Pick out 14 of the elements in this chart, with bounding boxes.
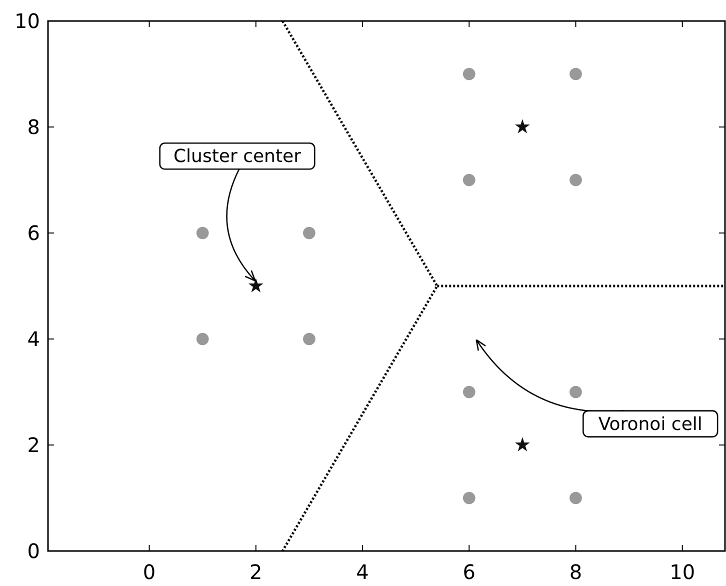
x-tick-label: 2	[250, 560, 262, 584]
x-tick-label: 4	[356, 560, 369, 584]
y-tick-label: 2	[27, 433, 40, 457]
x-tick-label: 8	[569, 560, 582, 584]
y-tick-label: 0	[27, 539, 40, 563]
annotation: Voronoi cell	[598, 414, 702, 435]
y-tick-label: 10	[14, 9, 40, 33]
x-tick-label: 10	[670, 560, 696, 584]
y-tick-label: 6	[27, 221, 40, 245]
y-tick-label: 4	[27, 327, 40, 351]
y-tick-label: 8	[27, 115, 40, 139]
x-tick-label: 6	[462, 560, 476, 584]
annotation: Cluster center	[173, 146, 302, 168]
x-tick-label: 0	[142, 560, 156, 584]
